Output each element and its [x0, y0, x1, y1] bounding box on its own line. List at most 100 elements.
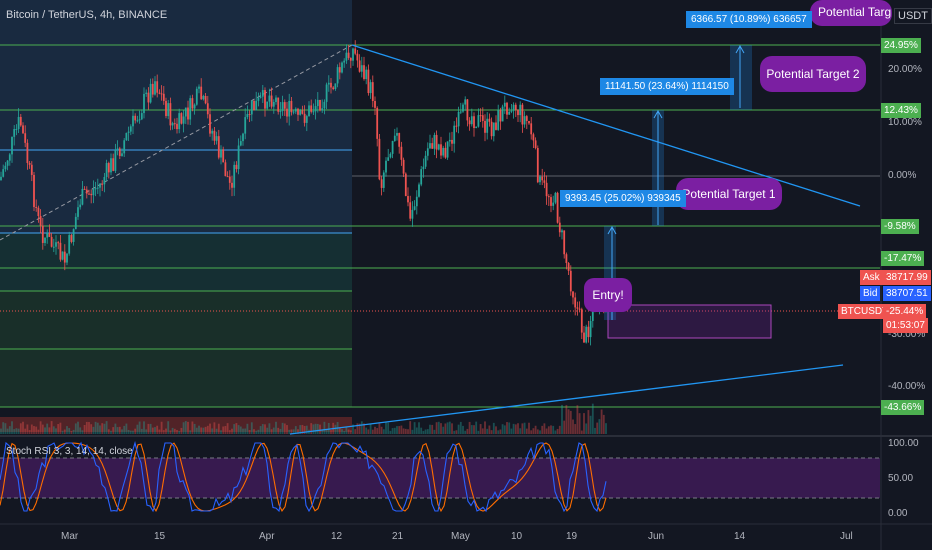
candle-body	[567, 262, 570, 271]
volume-bar	[442, 426, 445, 434]
ascending-trend-line[interactable]	[289, 364, 844, 435]
candle-body	[66, 253, 68, 263]
measure-label-2[interactable]: 11141.50 (23.64%) 1114150	[600, 78, 734, 95]
candle-body	[61, 251, 64, 260]
volume-bar	[475, 421, 478, 434]
volume-bar	[323, 421, 326, 434]
measure-range-3[interactable]	[730, 45, 752, 110]
volume-bar	[338, 427, 341, 434]
volume-bar	[596, 422, 599, 434]
candle-body	[136, 120, 139, 122]
volume-bar	[398, 426, 401, 434]
volume-bar	[143, 421, 145, 434]
volume-bar	[371, 429, 374, 434]
candle-body	[26, 142, 29, 163]
candle-body	[215, 136, 218, 141]
candle-body	[235, 164, 238, 170]
volume-bar	[55, 428, 57, 434]
volume-bar	[541, 425, 544, 434]
volume-bar	[585, 423, 588, 434]
volume-bar	[160, 421, 163, 434]
volume-bar	[492, 422, 495, 434]
candle-body	[534, 140, 537, 149]
candle-body	[585, 326, 588, 343]
candle-body	[33, 174, 35, 208]
volume-bar	[404, 428, 407, 434]
volume-bar	[391, 428, 394, 434]
measure-label-3[interactable]: 6366.57 (10.89%) 636657	[686, 11, 812, 28]
volume-bar	[385, 421, 387, 434]
candle-body	[541, 176, 544, 181]
volume-bar	[543, 423, 546, 434]
candle-body	[301, 110, 304, 114]
candle-body	[426, 148, 429, 156]
volume-bar	[519, 428, 522, 434]
volume-bar	[211, 428, 214, 434]
volume-bar	[286, 425, 288, 434]
volume-bar	[96, 422, 99, 434]
volume-bar	[140, 428, 143, 434]
level-tag-12[interactable]: 12.43%	[881, 103, 921, 118]
candle-body	[8, 154, 11, 161]
candle-body	[371, 82, 374, 102]
candle-body	[266, 101, 269, 109]
entry-zone-box[interactable]	[607, 304, 772, 339]
candle-body	[457, 111, 460, 127]
symbol-title[interactable]: Bitcoin / TetherUS, 4h, BINANCE	[6, 9, 168, 21]
level-tag-neg43[interactable]: -43.66%	[881, 400, 925, 415]
candle-body	[429, 143, 431, 149]
volume-bar	[11, 421, 13, 434]
volume-bar	[246, 423, 249, 434]
level-tag-neg17[interactable]: -17.47%	[881, 251, 925, 266]
volume-bar	[17, 428, 20, 434]
callout-entry[interactable]: Entry!	[584, 278, 632, 312]
callout-target-1[interactable]: Potential Target 1	[676, 178, 782, 210]
volume-bar	[365, 427, 368, 434]
candle-body	[19, 116, 22, 126]
measure-label-1[interactable]: 9393.45 (25.02%) 939345	[560, 190, 686, 207]
currency-unit-button[interactable]: USDT	[894, 8, 932, 24]
candle-body	[46, 232, 49, 238]
volume-bar	[363, 423, 365, 434]
candle-body	[343, 60, 346, 63]
candle-body	[563, 230, 566, 255]
callout-target-3[interactable]: Potential Targ	[810, 0, 892, 26]
volume-bar	[352, 424, 354, 434]
time-label-19: 19	[566, 531, 578, 542]
volume-bar	[578, 413, 581, 434]
volume-bar	[554, 430, 557, 434]
candle-body	[253, 100, 255, 111]
candle-body	[107, 163, 110, 173]
volume-bar	[563, 420, 566, 434]
candle-body	[501, 106, 504, 122]
volume-bar	[420, 427, 423, 434]
candle-body	[224, 162, 227, 177]
candle-body	[400, 146, 403, 160]
level-tag-24[interactable]: 24.95%	[881, 38, 921, 53]
volume-bar	[437, 421, 440, 434]
candle-body	[160, 93, 163, 95]
candle-body	[486, 118, 489, 133]
candle-body	[121, 153, 123, 156]
candle-body	[543, 180, 546, 183]
callout-target-2[interactable]: Potential Target 2	[760, 56, 866, 92]
volume-bar	[266, 427, 269, 434]
candle-body	[11, 136, 13, 155]
candle-body	[116, 148, 119, 150]
candle-body	[162, 93, 165, 101]
candle-body	[228, 176, 231, 183]
volume-bar	[341, 429, 343, 434]
volume-bar	[171, 427, 174, 434]
rsi-indicator-label[interactable]: Stoch RSI 3, 3, 14, 14, close	[6, 446, 133, 457]
volume-bar	[314, 423, 317, 434]
candle-body	[255, 100, 258, 111]
volume-bar	[290, 429, 293, 434]
candle-body	[149, 83, 152, 103]
candle-body	[63, 251, 66, 263]
volume-bar	[129, 430, 132, 434]
price-label-0: 0.00%	[888, 170, 917, 181]
candle-body	[77, 207, 79, 217]
level-tag-neg9[interactable]: -9.58%	[881, 219, 919, 234]
volume-bar	[259, 426, 262, 434]
